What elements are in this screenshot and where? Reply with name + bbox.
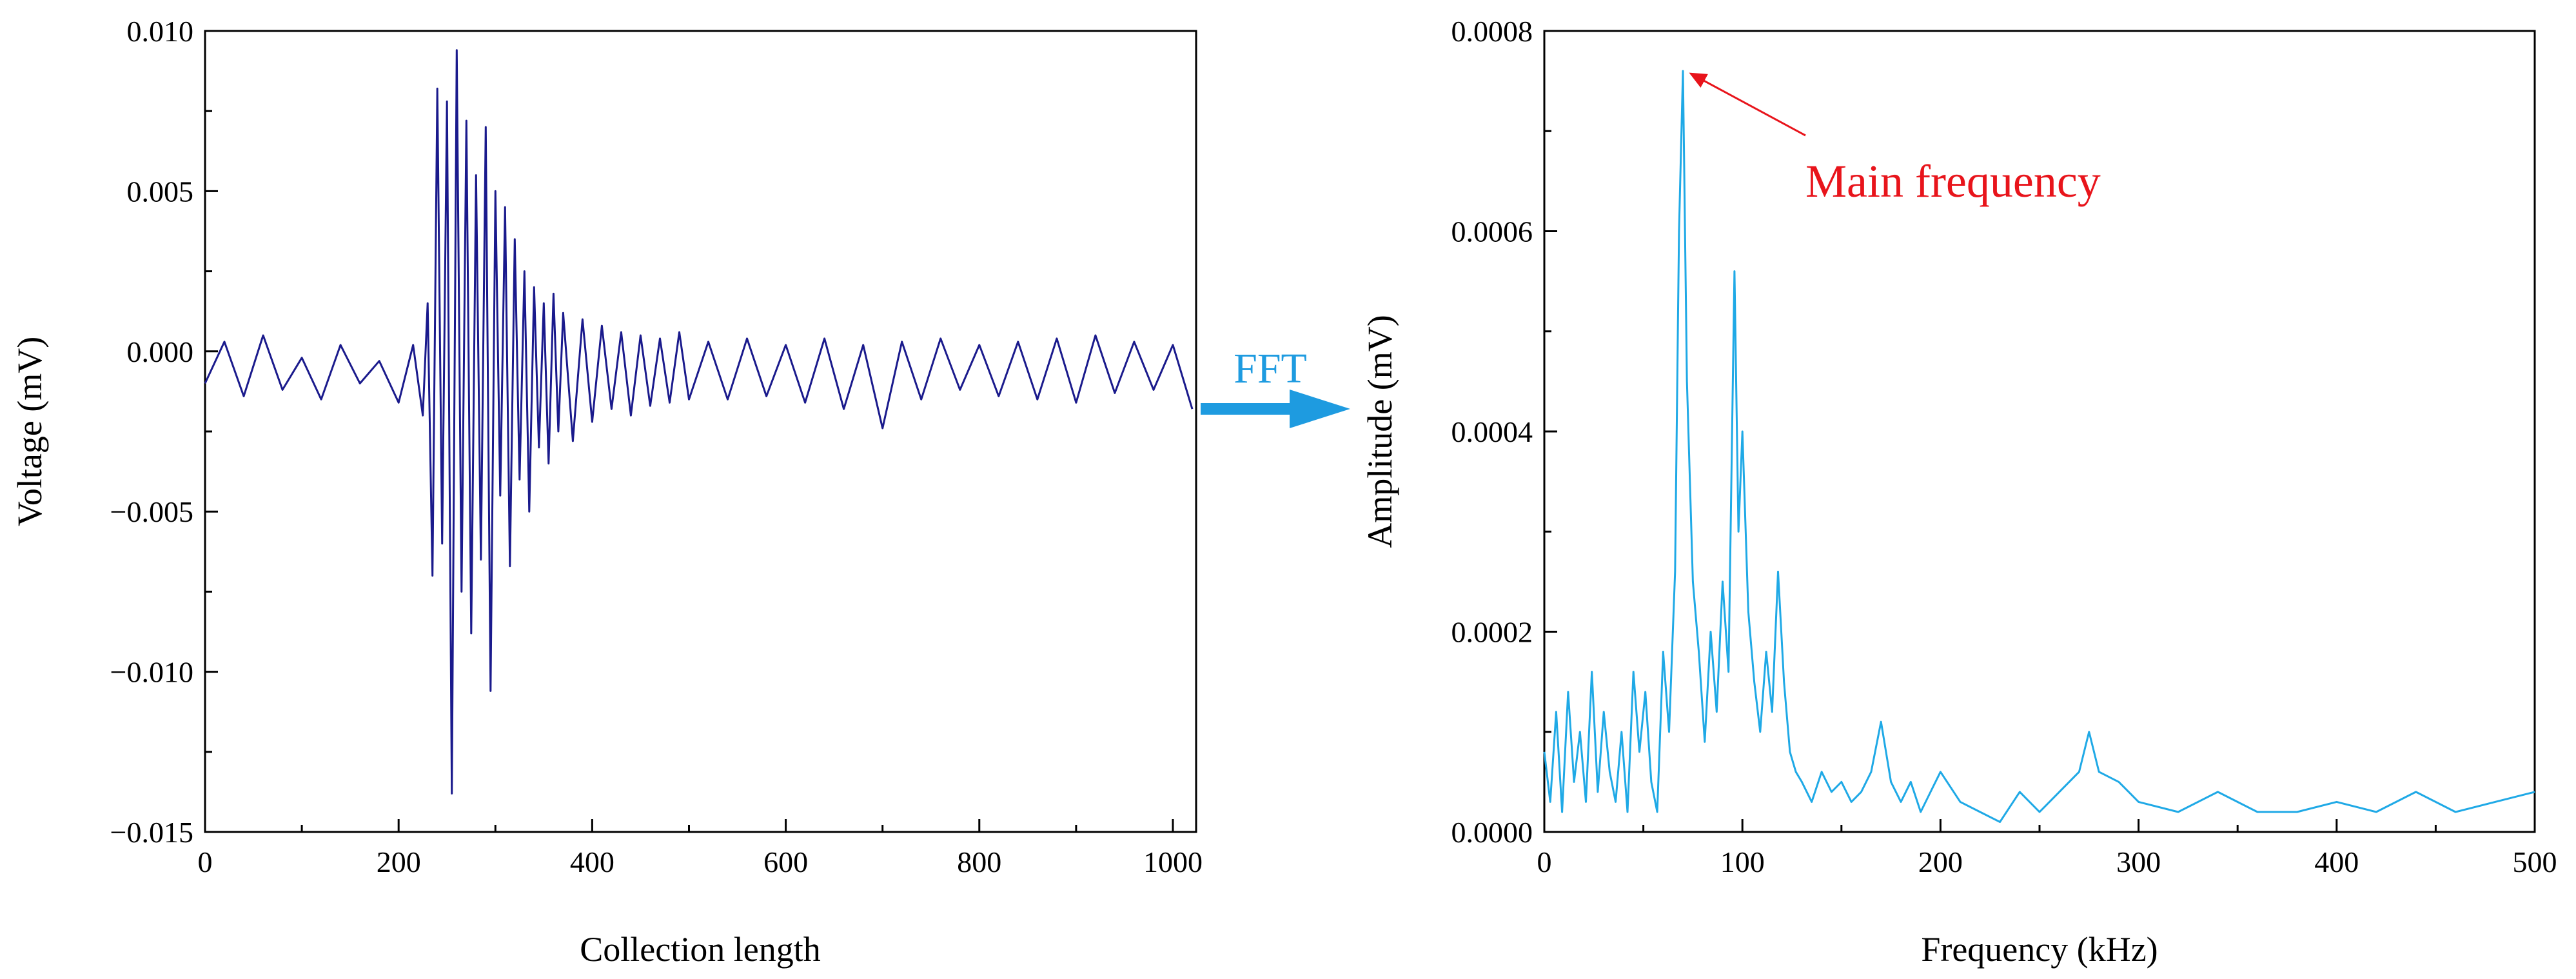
x-tick-label: 0 <box>1537 846 1552 878</box>
amplitude-y-ticks: 0.0008 0.0006 0.0004 0.0002 0.0000 <box>1451 15 1557 849</box>
y-tick-label: 0.0004 <box>1451 415 1533 448</box>
main-frequency-annotation: Main frequency <box>1805 155 2101 207</box>
y-tick-label: −0.005 <box>110 495 193 528</box>
y-tick-label: −0.015 <box>110 816 193 849</box>
voltage-series-line <box>204 49 1194 795</box>
voltage-plot-frame <box>204 30 1197 833</box>
y-tick-label: 0.0002 <box>1451 616 1533 649</box>
voltage-y-axis-label: Voltage (mV) <box>10 337 49 526</box>
y-tick-label: 0.0000 <box>1451 816 1533 849</box>
y-tick-label: 0.000 <box>127 335 194 368</box>
voltage-x-ticks: 0 200 400 600 800 1000 <box>198 819 1203 878</box>
x-tick-label: 500 <box>2513 846 2557 878</box>
x-tick-label: 0 <box>198 846 213 878</box>
voltage-y-ticks: 0.010 0.005 0.000 −0.005 −0.010 −0.015 <box>110 15 218 849</box>
x-tick-label: 600 <box>763 846 808 878</box>
y-tick-label: 0.0008 <box>1451 15 1533 48</box>
y-tick-label: 0.005 <box>127 175 194 208</box>
main-frequency-arrow-icon <box>1689 72 1806 137</box>
voltage-x-axis-label: Collection length <box>580 930 820 969</box>
y-tick-label: 0.0006 <box>1451 215 1533 248</box>
x-tick-label: 1000 <box>1143 846 1203 878</box>
amplitude-y-axis-label: Amplitude (mV) <box>1361 315 1399 548</box>
x-tick-label: 400 <box>2314 846 2359 878</box>
amplitude-plot-frame <box>1543 30 2536 833</box>
amplitude-x-axis-label: Frequency (kHz) <box>1921 930 2158 969</box>
x-tick-label: 200 <box>1918 846 1963 878</box>
fft-arrow-icon <box>1201 390 1350 428</box>
amplitude-x-ticks: 0 100 200 300 400 500 <box>1537 819 2557 878</box>
amplitude-series-line <box>1543 70 2535 823</box>
x-tick-label: 400 <box>570 846 615 878</box>
y-tick-label: −0.010 <box>110 656 193 689</box>
x-tick-label: 200 <box>377 846 421 878</box>
x-tick-label: 800 <box>957 846 1001 878</box>
amplitude-chart: 0.0008 0.0006 0.0004 0.0002 0.0000 0 100 200 30… <box>1361 15 2557 969</box>
y-tick-label: 0.010 <box>127 15 194 48</box>
x-tick-label: 100 <box>1720 846 1765 878</box>
voltage-chart: 0.010 0.005 0.000 −0.005 −0.010 −0.015 0 200 40… <box>10 15 1203 969</box>
x-tick-label: 300 <box>2116 846 2161 878</box>
fft-connector: FFT <box>1201 345 1350 428</box>
fft-label: FFT <box>1234 345 1307 392</box>
